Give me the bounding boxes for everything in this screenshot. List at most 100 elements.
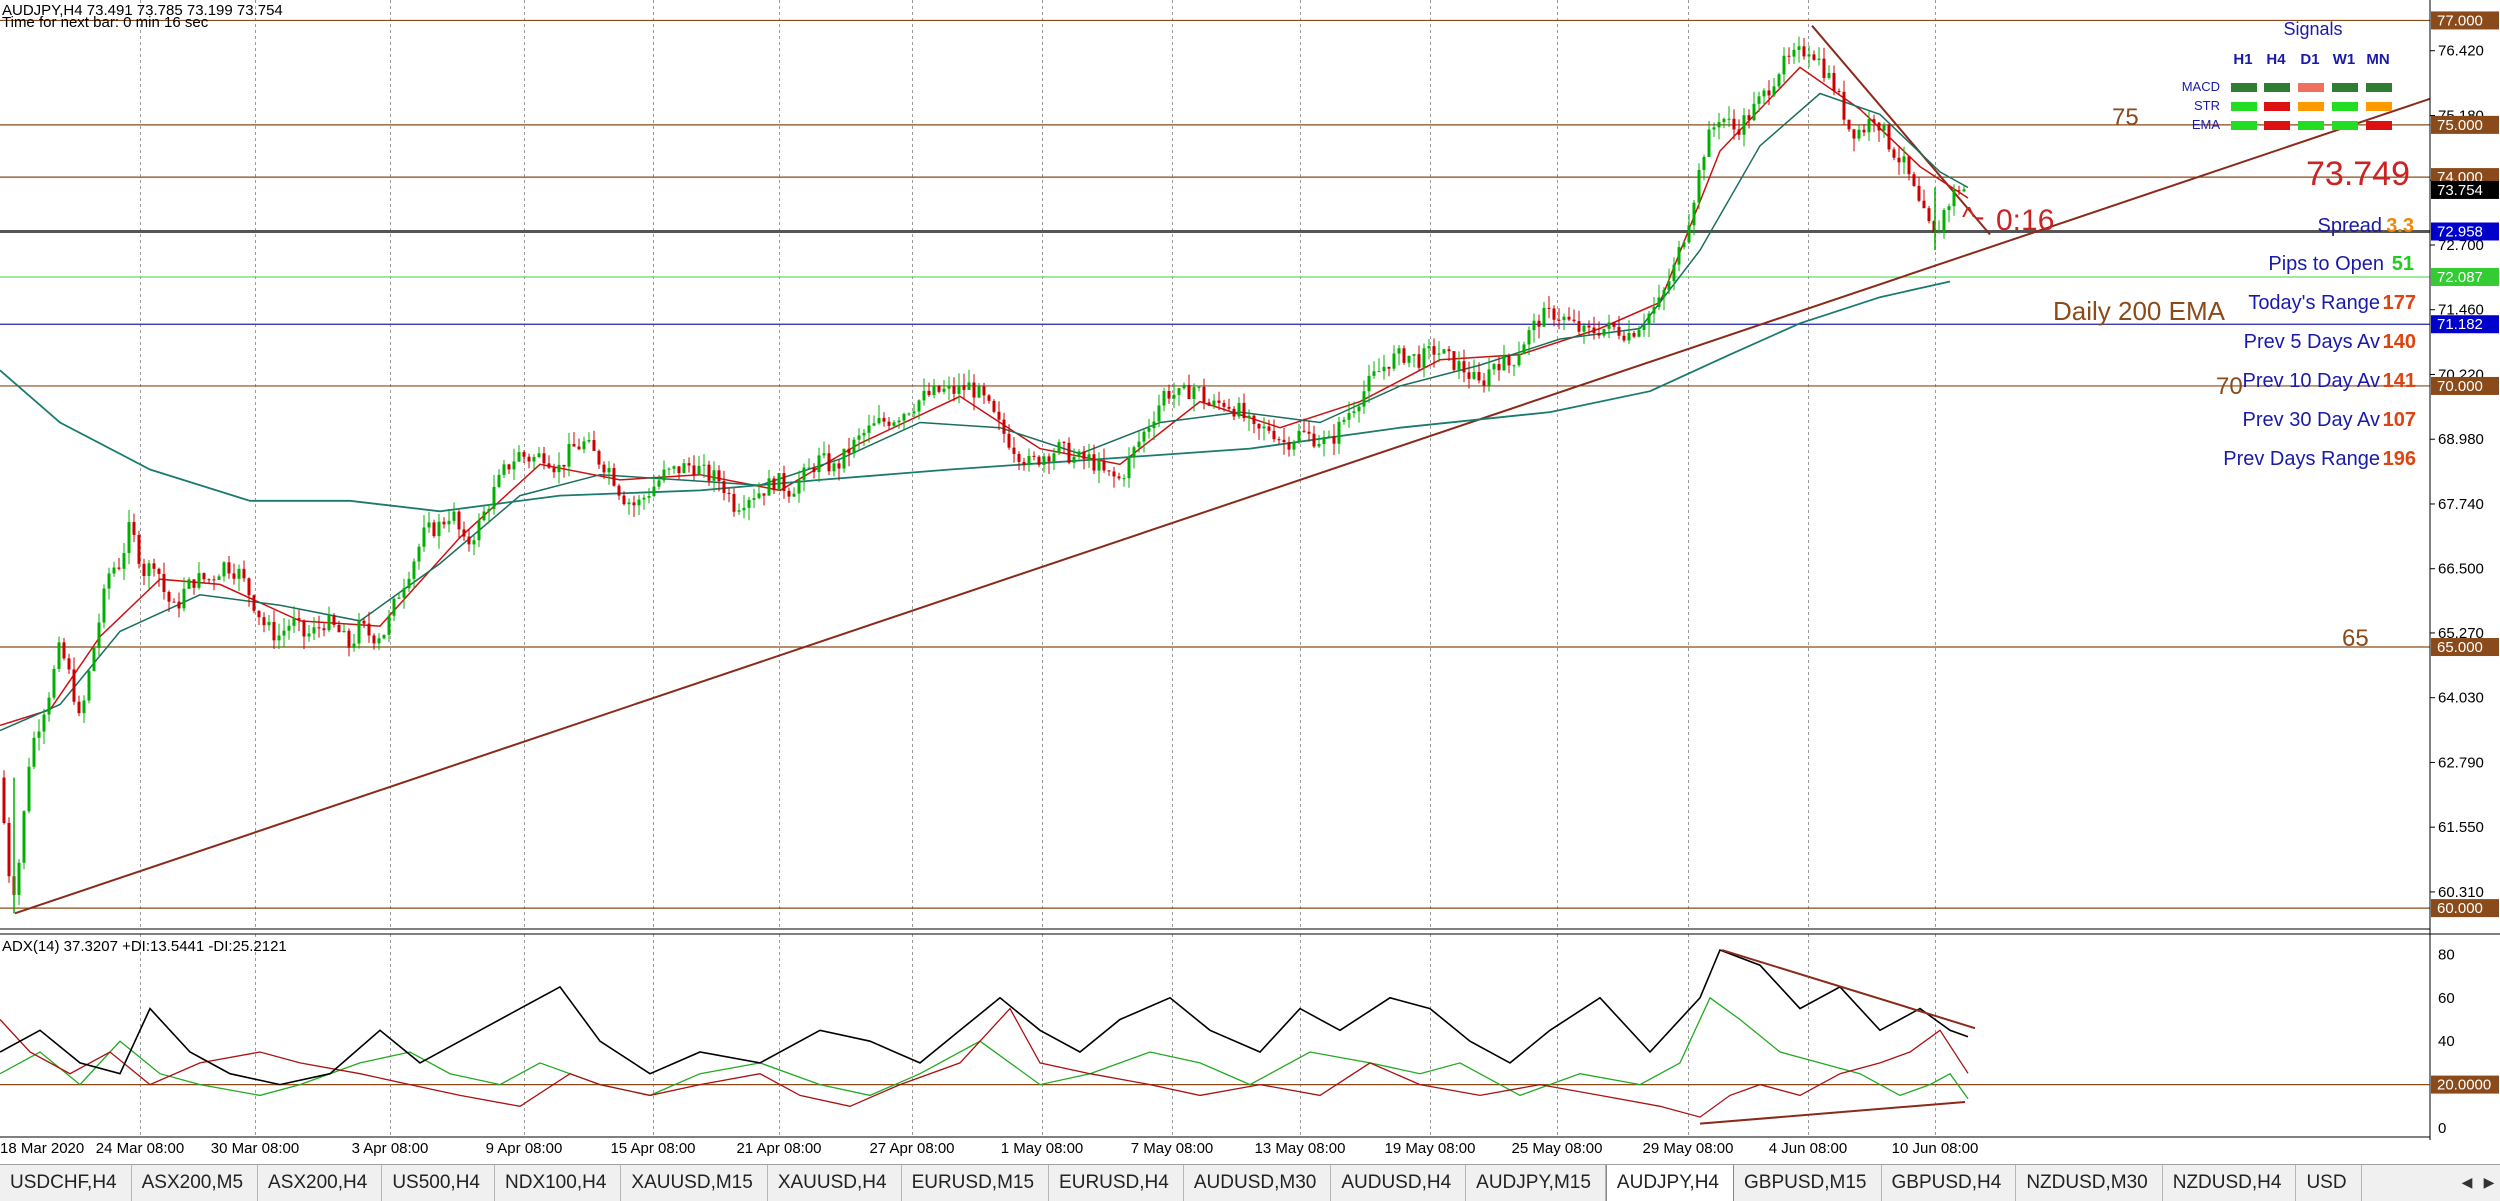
candle-body xyxy=(127,522,131,554)
candle-body xyxy=(1927,208,1931,222)
candle-body xyxy=(327,615,331,631)
adx-indicator-label: ADX(14) 37.3207 +DI:13.5441 -DI:25.2121 xyxy=(2,938,287,955)
candle-body xyxy=(897,420,901,423)
adx-indicator-pane: 80 60 40 0 20.0000 xyxy=(0,946,2499,1137)
candle-body xyxy=(1227,406,1231,409)
candle-body xyxy=(932,385,936,395)
candle-body xyxy=(1412,354,1416,356)
candle-body xyxy=(1357,406,1361,412)
candle-body xyxy=(32,737,36,767)
candle-body xyxy=(357,620,361,644)
candle-body xyxy=(1062,442,1066,444)
candle-body xyxy=(972,382,976,398)
chart-tab[interactable]: US500,H4 xyxy=(382,1165,495,1201)
chart-tab[interactable]: USD xyxy=(2296,1165,2362,1201)
chart-tab[interactable]: NZDUSD,M30 xyxy=(2016,1165,2163,1201)
signal-cell xyxy=(2264,121,2290,130)
chart-tab[interactable]: NZDUSD,H4 xyxy=(2163,1165,2297,1201)
chart-tab[interactable]: USDCHF,H4 xyxy=(0,1165,132,1201)
candle-body xyxy=(1912,174,1916,186)
chart-tab[interactable]: ASX200,H4 xyxy=(258,1165,383,1201)
candle-body xyxy=(1497,364,1501,371)
price-badge-label: 72.958 xyxy=(2437,223,2483,240)
candle-body xyxy=(542,453,546,464)
adx-uptrend-line[interactable] xyxy=(1699,1100,1966,1125)
tab-scroll-left-icon[interactable]: ◀ xyxy=(2461,1174,2473,1190)
signal-row-label: STR xyxy=(2194,98,2220,113)
price-badge-label: 71.182 xyxy=(2437,316,2483,333)
candle-body xyxy=(1072,456,1076,463)
candle-body xyxy=(752,498,756,500)
chart-tab[interactable]: NDX100,H4 xyxy=(495,1165,622,1201)
candle-body xyxy=(1237,402,1241,417)
candle-body xyxy=(1632,332,1636,337)
candle-body xyxy=(1657,297,1661,308)
candle-body xyxy=(1532,320,1536,331)
candle-body xyxy=(1387,366,1391,369)
chart-tab[interactable]: GBPUSD,M15 xyxy=(1734,1165,1882,1201)
uptrend-trendline[interactable] xyxy=(14,97,2431,915)
candle-body xyxy=(1322,436,1326,444)
candle-body xyxy=(347,630,351,648)
vertical-gridlines xyxy=(140,0,1936,1137)
candle-body xyxy=(1692,202,1696,226)
chart-tab[interactable]: AUDJPY,M15 xyxy=(1466,1165,1606,1201)
candle-body xyxy=(617,485,621,496)
candle-body xyxy=(1212,400,1216,406)
tab-scroll-right-icon[interactable]: ▶ xyxy=(2483,1174,2495,1190)
candle-body xyxy=(772,478,776,491)
chart-tab[interactable]: AUDUSD,M30 xyxy=(1184,1165,1332,1201)
candle-body xyxy=(1052,453,1056,462)
candle-body xyxy=(1817,58,1821,60)
chart-tab[interactable]: XAUUSD,M15 xyxy=(621,1165,768,1201)
chart-tab[interactable]: AUDJPY,H4 xyxy=(1605,1165,1735,1201)
price-badge xyxy=(2431,376,2499,395)
chart-tab[interactable]: GBPUSD,H4 xyxy=(1882,1165,2017,1201)
adx-level-badge-label: 20.0000 xyxy=(2437,1077,2491,1094)
horizontal-levels xyxy=(0,19,2430,909)
candle-body xyxy=(662,469,666,481)
candle-body xyxy=(622,495,626,505)
countdown-prefix: ^- xyxy=(1962,201,1984,232)
candle-body xyxy=(982,386,986,396)
candle-body xyxy=(1687,225,1691,243)
signal-timeframe-label: W1 xyxy=(2333,51,2356,68)
signal-cell xyxy=(2298,102,2324,111)
chart-tabs-bar: USDCHF,H4 ASX200,M5 ASX200,H4 US500,H4 NDX10… xyxy=(0,1164,2500,1201)
chart-canvas[interactable]: 76.42075.18073.94072.70071.46070.22068.9… xyxy=(0,0,2500,1164)
downtrend-trendline[interactable] xyxy=(1811,25,1991,236)
chart-tab[interactable]: EURUSD,H4 xyxy=(1049,1165,1184,1201)
candle-body xyxy=(1287,442,1291,450)
chart-tab[interactable]: EURUSD,M15 xyxy=(902,1165,1050,1201)
chart-tab[interactable]: AUDUSD,H4 xyxy=(1331,1165,1467,1201)
candle-body xyxy=(1577,321,1581,332)
candle-body xyxy=(1432,346,1436,355)
candle-body xyxy=(72,669,76,702)
candle-body xyxy=(382,634,386,639)
candle-body xyxy=(517,452,521,462)
candle-body xyxy=(1332,436,1336,444)
candle-body xyxy=(652,486,656,496)
candle-body xyxy=(427,522,431,528)
candle-body xyxy=(1262,426,1266,429)
plus-di-line xyxy=(0,996,1969,1100)
chart-tab[interactable]: XAUUSD,H4 xyxy=(768,1165,902,1201)
candle-body xyxy=(1077,451,1081,457)
signal-timeframe-label: H4 xyxy=(2266,51,2286,68)
prev-days-range-value: 196 xyxy=(2383,448,2416,470)
time-tick-label: 27 Apr 08:00 xyxy=(869,1140,954,1157)
candle-body xyxy=(1397,348,1401,354)
candle-body xyxy=(1717,122,1721,128)
candle-body xyxy=(1467,372,1471,379)
chart-tab[interactable]: ASX200,M5 xyxy=(132,1165,259,1201)
candle-body xyxy=(847,448,851,454)
candle-body xyxy=(7,823,11,877)
candle-body xyxy=(92,647,96,671)
candle-body xyxy=(1197,386,1201,388)
candle-body xyxy=(1607,322,1611,329)
candle-body xyxy=(727,492,731,494)
signal-row-label: MACD xyxy=(2182,79,2220,94)
adx-downtrend-line[interactable] xyxy=(1721,949,1976,1030)
candle-body xyxy=(1202,386,1206,403)
